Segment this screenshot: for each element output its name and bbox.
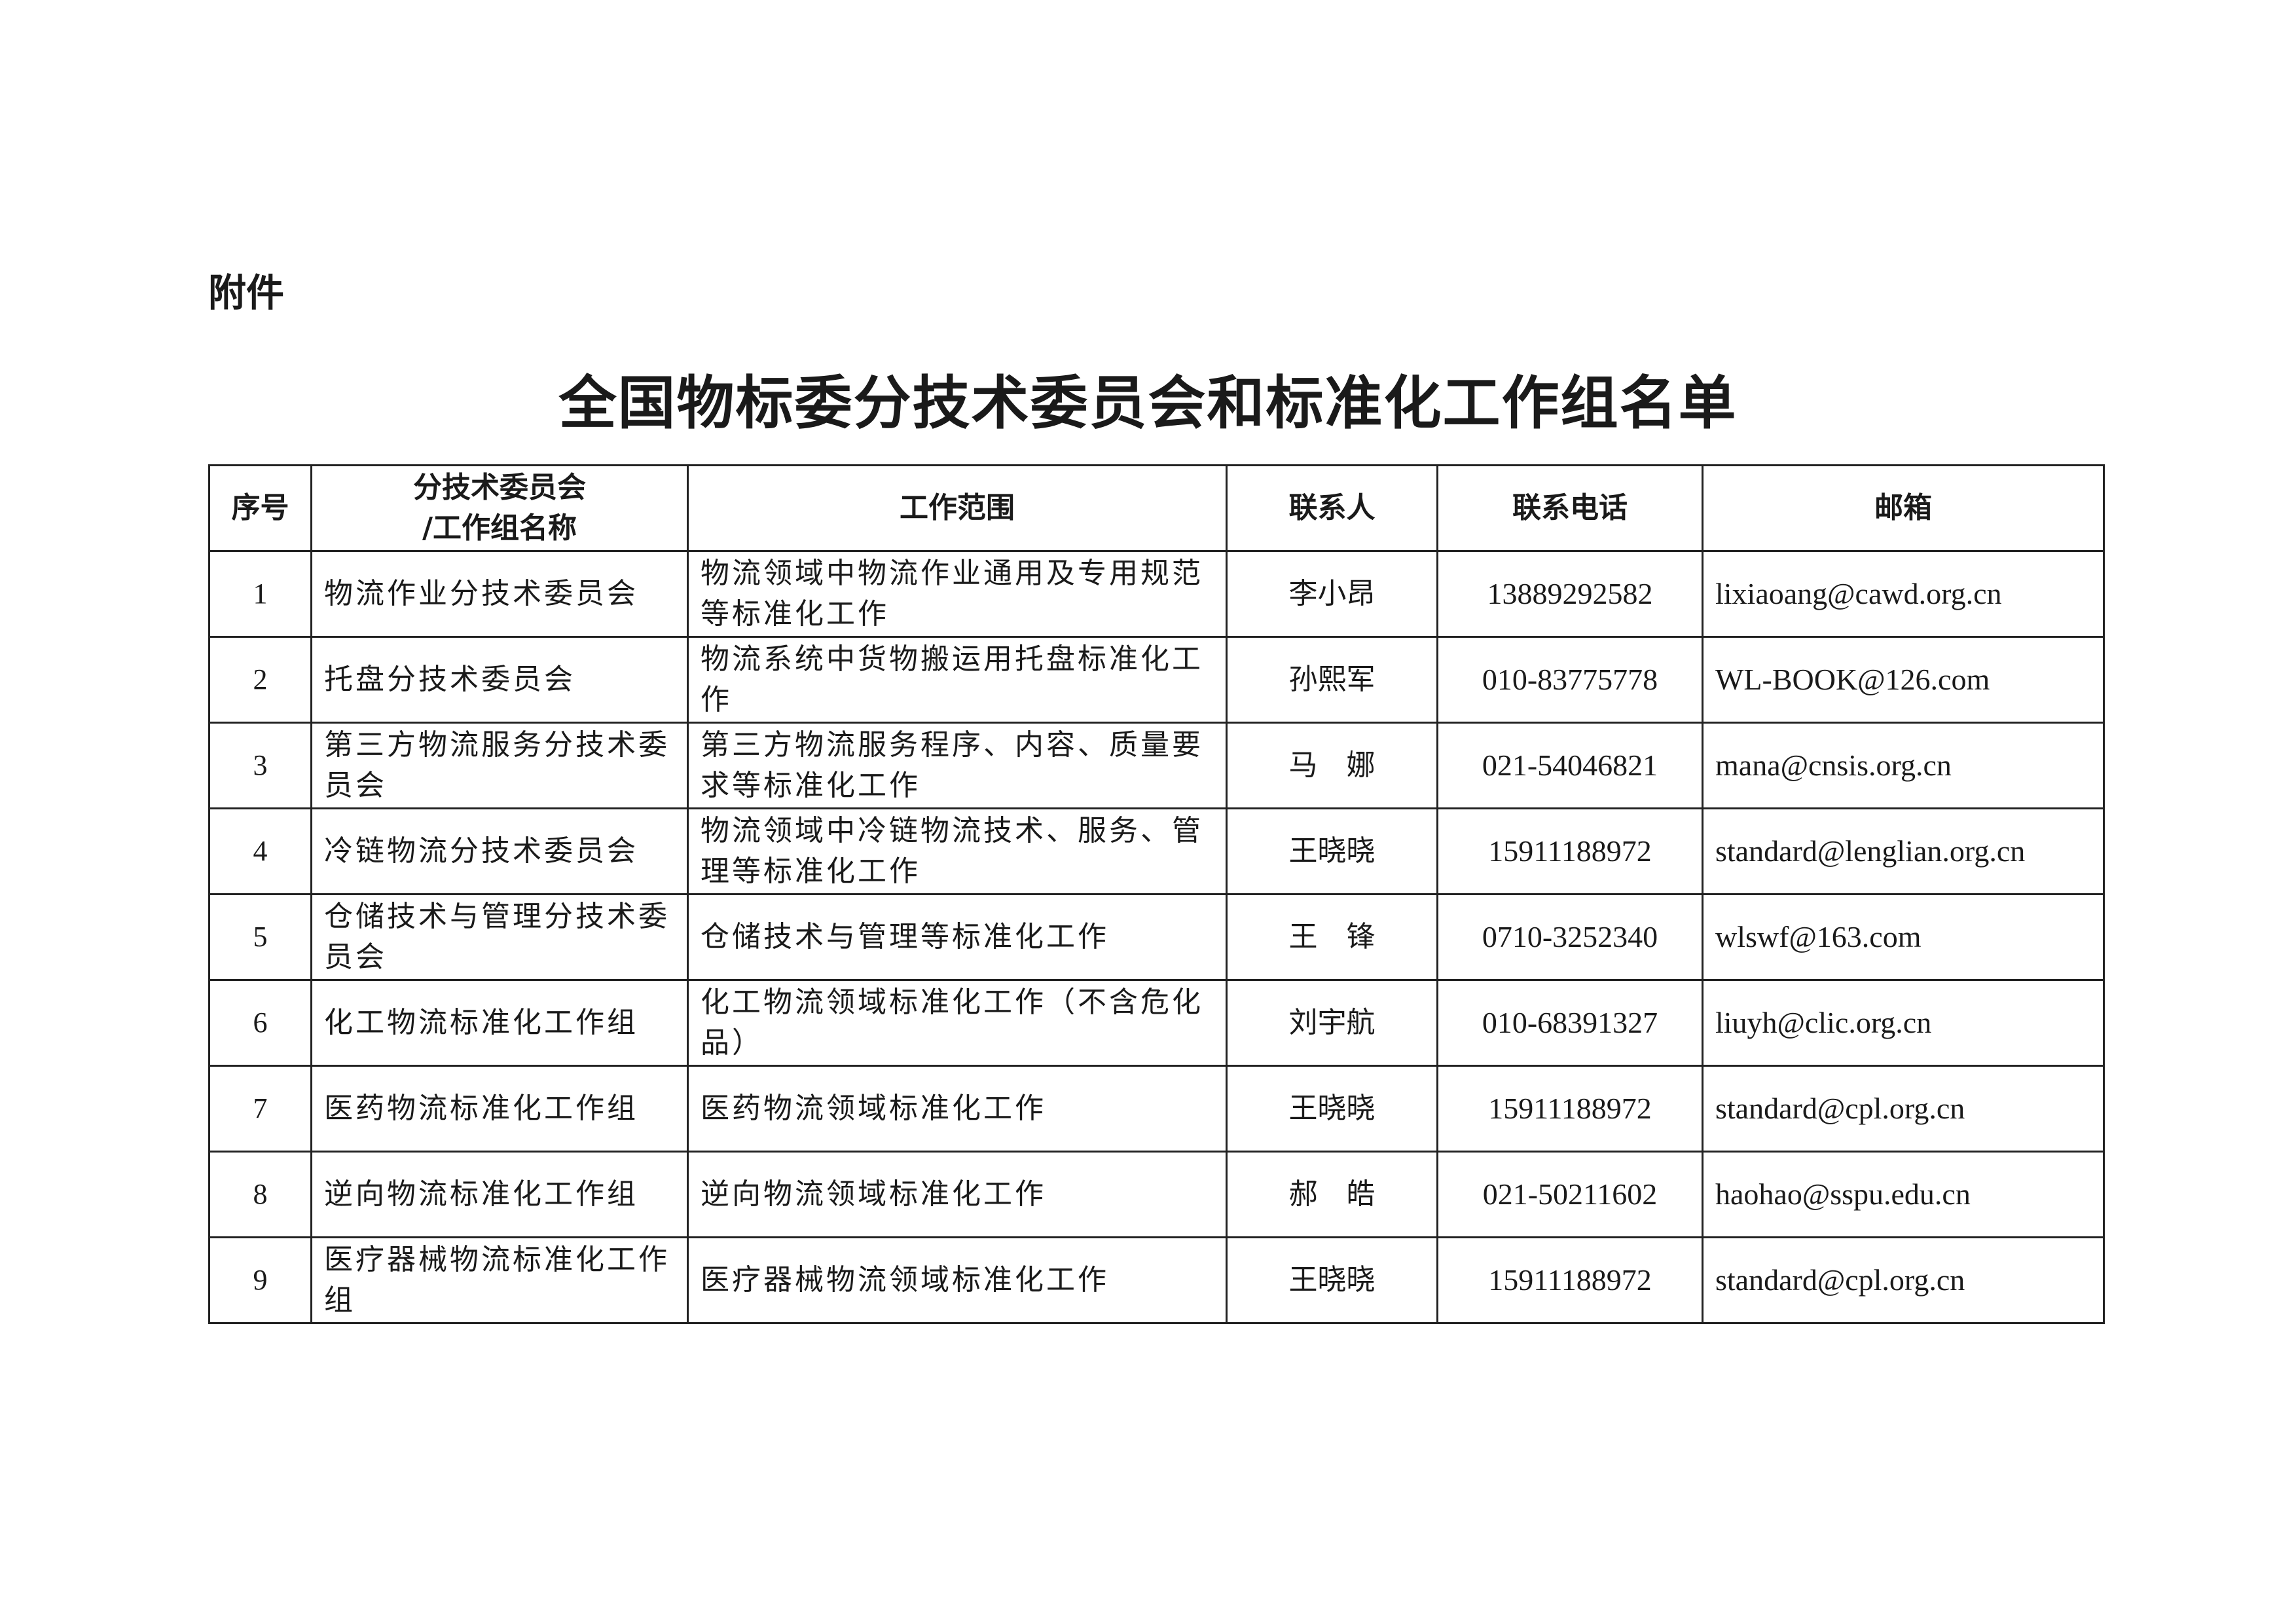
header-phone: 联系电话 (1436, 464, 1704, 552)
table-row: 2 托盘分技术委员会 物流系统中货物搬运用托盘标准化工作 孙熙军 010-8377577… (208, 636, 2105, 724)
table-row: 7 医药物流标准化工作组 医药物流领域标准化工作 王晓晓 15911188972 stan… (208, 1065, 2105, 1153)
committee-name: 第三方物流服务分技术委员会 (310, 722, 689, 809)
contact-person: 王 锋 (1226, 893, 1438, 981)
contact-person: 王晓晓 (1226, 1236, 1438, 1324)
row-number: 5 (208, 893, 312, 981)
committee-table: 序号 分技术委员会/工作组名称 工作范围 联系人 联系电话 邮箱 1 物流作业分技… (208, 464, 2105, 1324)
contact-phone: 0710-3252340 (1436, 893, 1704, 981)
work-scope: 医药物流领域标准化工作 (687, 1065, 1228, 1153)
work-scope: 第三方物流服务程序、内容、质量要求等标准化工作 (687, 722, 1228, 809)
contact-person: 孙熙军 (1226, 636, 1438, 724)
header-no: 序号 (208, 464, 312, 552)
header-name-line2: /工作组名称 (422, 511, 577, 545)
committee-name: 托盘分技术委员会 (310, 636, 689, 724)
table-row: 4 冷链物流分技术委员会 物流领域中冷链物流技术、服务、管理等标准化工作 王晓晓 159… (208, 807, 2105, 895)
header-scope: 工作范围 (687, 464, 1228, 552)
row-number: 3 (208, 722, 312, 809)
committee-name: 仓储技术与管理分技术委员会 (310, 893, 689, 981)
contact-person: 李小昂 (1226, 550, 1438, 638)
contact-email: liuyh@clic.org.cn (1702, 979, 2105, 1067)
header-email: 邮箱 (1702, 464, 2105, 552)
work-scope: 医疗器械物流领域标准化工作 (687, 1236, 1228, 1324)
row-number: 8 (208, 1151, 312, 1238)
contact-person: 刘宇航 (1226, 979, 1438, 1067)
attachment-label: 附件 (208, 270, 285, 315)
work-scope: 仓储技术与管理等标准化工作 (687, 893, 1228, 981)
contact-email: haohao@sspu.edu.cn (1702, 1151, 2105, 1238)
row-number: 1 (208, 550, 312, 638)
contact-email: lixiaoang@cawd.org.cn (1702, 550, 2105, 638)
table-row: 1 物流作业分技术委员会 物流领域中物流作业通用及专用规范等标准化工作 李小昂 1388… (208, 550, 2105, 638)
committee-name: 冷链物流分技术委员会 (310, 807, 689, 895)
row-number: 9 (208, 1236, 312, 1324)
table-row: 6 化工物流标准化工作组 化工物流领域标准化工作（不含危化品） 刘宇航 010-6839… (208, 979, 2105, 1067)
table-header-row: 序号 分技术委员会/工作组名称 工作范围 联系人 联系电话 邮箱 (208, 464, 2105, 552)
contact-person: 马 娜 (1226, 722, 1438, 809)
work-scope: 物流领域中物流作业通用及专用规范等标准化工作 (687, 550, 1228, 638)
work-scope: 物流领域中冷链物流技术、服务、管理等标准化工作 (687, 807, 1228, 895)
table-row: 5 仓储技术与管理分技术委员会 仓储技术与管理等标准化工作王 锋 0710-32523… (208, 893, 2105, 981)
contact-phone: 15911188972 (1436, 1065, 1704, 1153)
contact-phone: 010-83775778 (1436, 636, 1704, 724)
work-scope: 逆向物流领域标准化工作 (687, 1151, 1228, 1238)
header-name-line1: 分技术委员会 (413, 471, 586, 504)
table-row: 3 第三方物流服务分技术委员会 第三方物流服务程序、内容、质量要求等标准化工作马 娜… (208, 722, 2105, 809)
contact-person: 王晓晓 (1226, 807, 1438, 895)
contact-phone: 15911188972 (1436, 807, 1704, 895)
contact-email: standard@cpl.org.cn (1702, 1065, 2105, 1153)
table-row: 8 逆向物流标准化工作组 逆向物流领域标准化工作郝 皓 021-50211602 hao… (208, 1151, 2105, 1238)
contact-person: 王晓晓 (1226, 1065, 1438, 1153)
contact-email: mana@cnsis.org.cn (1702, 722, 2105, 809)
committee-name: 化工物流标准化工作组 (310, 979, 689, 1067)
committee-name: 医疗器械物流标准化工作组 (310, 1236, 689, 1324)
committee-name: 医药物流标准化工作组 (310, 1065, 689, 1153)
contact-phone: 021-50211602 (1436, 1151, 1704, 1238)
contact-email: WL-BOOK@126.com (1702, 636, 2105, 724)
contact-phone: 15911188972 (1436, 1236, 1704, 1324)
contact-phone: 13889292582 (1436, 550, 1704, 638)
row-number: 7 (208, 1065, 312, 1153)
work-scope: 化工物流领域标准化工作（不含危化品） (687, 979, 1228, 1067)
work-scope: 物流系统中货物搬运用托盘标准化工作 (687, 636, 1228, 724)
contact-phone: 010-68391327 (1436, 979, 1704, 1067)
row-number: 2 (208, 636, 312, 724)
document-title: 全国物标委分技术委员会和标准化工作组名单 (558, 369, 1738, 437)
row-number: 6 (208, 979, 312, 1067)
contact-email: standard@lenglian.org.cn (1702, 807, 2105, 895)
contact-person: 郝 皓 (1226, 1151, 1438, 1238)
contact-email: wlswf@163.com (1702, 893, 2105, 981)
header-contact: 联系人 (1226, 464, 1438, 552)
header-name: 分技术委员会/工作组名称 (310, 464, 689, 552)
row-number: 4 (208, 807, 312, 895)
contact-email: standard@cpl.org.cn (1702, 1236, 2105, 1324)
committee-name: 逆向物流标准化工作组 (310, 1151, 689, 1238)
contact-phone: 021-54046821 (1436, 722, 1704, 809)
table-row: 9 医疗器械物流标准化工作组 医疗器械物流领域标准化工作 王晓晓 15911188972… (208, 1236, 2105, 1324)
committee-name: 物流作业分技术委员会 (310, 550, 689, 638)
